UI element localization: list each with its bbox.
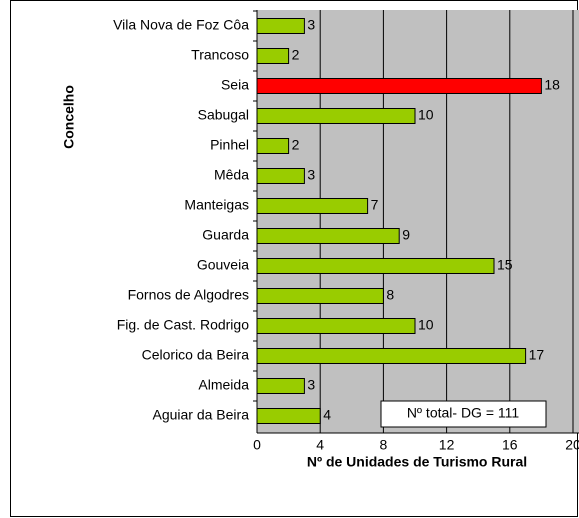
y-tick-label: Almeida (198, 377, 249, 393)
y-tick-label: Aguiar da Beira (152, 407, 249, 423)
annotation-box (380, 400, 547, 428)
data-label: 15 (497, 257, 513, 273)
y-tick-label: Vila Nova de Foz Côa (113, 17, 249, 33)
y-tick-label: Gouveia (197, 257, 249, 273)
y-tick-label: Mêda (214, 167, 249, 183)
bar (256, 18, 305, 34)
data-label: 10 (418, 107, 434, 123)
annotation: Nº total- DG = 111 (407, 405, 520, 421)
data-label: 3 (307, 17, 315, 33)
y-tick-label: Fornos de Algodres (128, 287, 249, 303)
data-label: 3 (307, 167, 315, 183)
y-tick-label: Guarda (202, 227, 249, 243)
bar (256, 168, 305, 184)
x-tick-label: 20 (565, 437, 579, 453)
bar (256, 78, 542, 94)
y-tick-label: Manteigas (184, 197, 249, 213)
y-tick-label: Trancoso (191, 47, 249, 63)
data-label: 8 (386, 287, 394, 303)
y-tick-label: Fig. de Cast. Rodrigo (117, 317, 249, 333)
x-tick-label: 4 (316, 437, 324, 453)
bar (256, 198, 369, 214)
bar (256, 378, 305, 394)
y-tick-label: Sabugal (198, 107, 249, 123)
y-tick-label: Seia (221, 77, 249, 93)
data-label: 17 (529, 347, 545, 363)
bar (256, 108, 416, 124)
plot-area (257, 10, 579, 433)
data-label: 10 (418, 317, 434, 333)
x-tick-label: 0 (253, 437, 261, 453)
data-label: 18 (544, 77, 560, 93)
data-label: 9 (402, 227, 410, 243)
y-axis-label: Concelho (61, 85, 77, 149)
data-label: 3 (307, 377, 315, 393)
bar (256, 228, 400, 244)
x-tick-label: 16 (502, 437, 518, 453)
x-tick-label: 8 (380, 437, 388, 453)
data-label: 4 (323, 407, 331, 423)
data-label: 2 (292, 137, 300, 153)
data-label: 2 (292, 47, 300, 63)
bar (256, 48, 290, 64)
bar (256, 318, 416, 334)
x-axis-label: Nº de Unidades de Turismo Rural (307, 454, 527, 470)
bar (256, 288, 384, 304)
bar (256, 258, 495, 274)
data-label: 7 (371, 197, 379, 213)
bar (256, 348, 527, 364)
y-tick-label: Pinhel (210, 137, 249, 153)
x-tick-label: 12 (439, 437, 455, 453)
y-tick-label: Celorico da Beira (142, 347, 250, 363)
bar (256, 138, 290, 154)
bar (256, 408, 321, 424)
